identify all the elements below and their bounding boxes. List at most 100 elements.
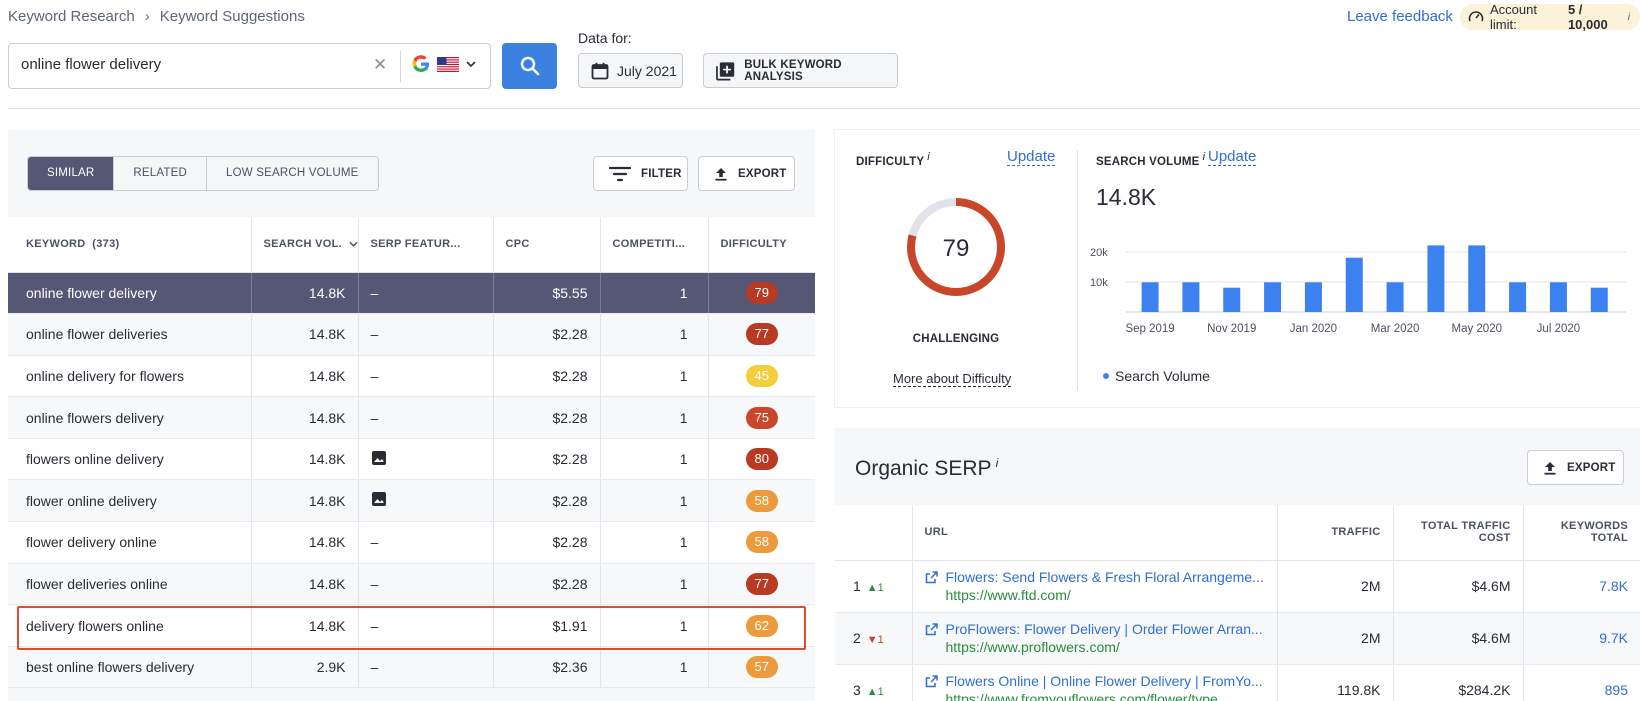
keyword-cell[interactable]: online flower deliveries bbox=[8, 313, 252, 356]
difficulty-update-link[interactable]: Update bbox=[1007, 148, 1056, 166]
keyword-cell[interactable]: flowers online delivery bbox=[8, 438, 252, 481]
competition-cell: 1 bbox=[600, 604, 709, 647]
traffic-cell: 119.8K bbox=[1277, 664, 1394, 701]
table-row[interactable]: flower delivery online 14.8K – $2.28 1 58 bbox=[8, 521, 815, 564]
chart-bar bbox=[1345, 257, 1363, 312]
bulk-keyword-analysis-button[interactable]: BULK KEYWORD ANALYSIS bbox=[703, 53, 898, 88]
difficulty-cell: 75 bbox=[708, 396, 815, 439]
tab-low-search-volume[interactable]: LOW SEARCH VOLUME bbox=[226, 167, 359, 179]
keyword-cell[interactable]: online flower delivery bbox=[8, 272, 252, 315]
engine-selector[interactable] bbox=[412, 55, 476, 73]
keyword-cell[interactable]: best online flowers delivery bbox=[8, 646, 252, 689]
competition-cell: 1 bbox=[600, 563, 709, 606]
serp-features-value: – bbox=[370, 367, 379, 384]
x-tick-label: Nov 2019 bbox=[1207, 323, 1256, 335]
table-row[interactable]: online delivery for flowers 14.8K – $2.28 1 4… bbox=[8, 355, 815, 398]
table-row[interactable]: 3 ▲1 Flowers Online | Online Flower Delive… bbox=[835, 664, 1640, 701]
account-limit-info-icon[interactable]: i bbox=[1627, 11, 1630, 23]
image-icon bbox=[371, 450, 387, 469]
table-row[interactable]: flowers online delivery 14.8K $2.28 1 80 bbox=[8, 438, 815, 481]
export-button[interactable]: EXPORT bbox=[698, 156, 795, 191]
keyword-cell[interactable]: flower delivery online bbox=[8, 521, 252, 564]
gauge-fill bbox=[907, 198, 1005, 296]
table-row[interactable]: online flower delivery 14.8K – $5.55 1 79 bbox=[8, 272, 815, 315]
chart-bar bbox=[1304, 282, 1322, 312]
search-volume-cell: 14.8K bbox=[251, 355, 359, 398]
difficulty-cell: 79 bbox=[708, 272, 815, 315]
keyword-cell[interactable]: flower deliveries online bbox=[8, 563, 252, 606]
keywords-total-cell[interactable]: 9.7K bbox=[1523, 612, 1640, 665]
cpc-cell: $2.28 bbox=[493, 313, 601, 356]
serp-features-value: – bbox=[370, 659, 379, 676]
column-header-search-volume[interactable]: SEARCH VOL. bbox=[251, 217, 359, 273]
chart-bar bbox=[1549, 282, 1567, 312]
search-volume-value: 14.8K bbox=[1096, 184, 1157, 210]
search-button[interactable] bbox=[502, 43, 557, 89]
search-icon bbox=[520, 56, 539, 76]
breadcrumb-item-keyword-research[interactable]: Keyword Research bbox=[8, 8, 135, 25]
column-header-url[interactable]: URL bbox=[912, 505, 1278, 561]
table-row[interactable]: flower deliveries online 14.8K – $2.28 1 77 bbox=[8, 563, 815, 606]
chart-bar bbox=[1509, 282, 1527, 312]
column-header-competition[interactable]: COMPETITI... bbox=[600, 217, 709, 273]
serp-result-title[interactable]: Flowers: Send Flowers & Fresh Floral Arr… bbox=[945, 569, 1264, 585]
tab-related[interactable]: RELATED bbox=[114, 157, 208, 190]
date-picker-button[interactable]: July 2021 bbox=[578, 53, 683, 88]
table-row[interactable]: flower online delivery 14.8K $2.28 1 58 bbox=[8, 479, 815, 523]
search-input[interactable] bbox=[21, 56, 361, 73]
serp-result-url[interactable]: https://www.proflowers.com/ bbox=[945, 639, 1120, 655]
table-row[interactable]: 1 ▲1 Flowers: Send Flowers & Fresh Floral … bbox=[835, 560, 1640, 613]
overview-divider bbox=[1077, 150, 1078, 390]
chart-bar bbox=[1264, 282, 1282, 312]
column-header-total-traffic-cost[interactable]: TOTAL TRAFFIC COST bbox=[1393, 505, 1524, 561]
external-link-icon[interactable] bbox=[925, 675, 938, 691]
filter-button[interactable]: FILTER bbox=[593, 156, 688, 191]
table-row[interactable]: online flower deliveries 14.8K – $2.28 1 77 bbox=[8, 313, 815, 356]
leave-feedback-link[interactable]: Leave feedback bbox=[1347, 8, 1453, 25]
table-row[interactable]: online flowers delivery 14.8K – $2.28 1 75 bbox=[8, 396, 815, 439]
serp-result-title[interactable]: ProFlowers: Flower Delivery | Order Flow… bbox=[945, 621, 1263, 637]
tab-similar[interactable]: SIMILAR bbox=[28, 157, 115, 190]
keyword-cell[interactable]: delivery flowers online bbox=[8, 604, 252, 647]
serp-info-icon[interactable]: i bbox=[995, 456, 999, 470]
column-header-traffic[interactable]: TRAFFIC bbox=[1277, 505, 1394, 561]
serp-result-url[interactable]: https://www.ftd.com/ bbox=[945, 587, 1071, 603]
search-volume-update-link[interactable]: Update bbox=[1208, 148, 1257, 166]
difficulty-badge: 77 bbox=[745, 572, 778, 595]
column-header-difficulty[interactable]: DIFFICULTY bbox=[708, 217, 815, 273]
serp-table-header: URL TRAFFIC TOTAL TRAFFIC COST KEYWORDS … bbox=[835, 505, 1640, 561]
breadcrumb-separator: › bbox=[144, 8, 150, 25]
keyword-cell[interactable]: online delivery for flowers bbox=[8, 355, 252, 398]
difficulty-badge: 58 bbox=[745, 489, 778, 512]
search-volume-cell: 14.8K bbox=[251, 438, 359, 481]
serp-features-value: – bbox=[370, 534, 379, 551]
position-value: 3 bbox=[853, 682, 861, 698]
difficulty-info-icon[interactable]: i bbox=[927, 151, 930, 163]
table-row[interactable]: best online flowers delivery 2.9K – $2.36 1 5… bbox=[8, 646, 815, 689]
cpc-cell: $2.28 bbox=[493, 396, 601, 439]
column-header-cpc[interactable]: CPC bbox=[493, 217, 601, 273]
url-cell: Flowers: Send Flowers & Fresh Floral Arr… bbox=[912, 560, 1278, 613]
search-volume-info-icon[interactable]: i bbox=[1202, 151, 1206, 163]
table-row[interactable]: delivery flowers online 14.8K – $1.91 1 62 bbox=[8, 604, 815, 647]
external-link-icon[interactable] bbox=[925, 571, 938, 587]
chart-bar bbox=[1223, 287, 1241, 312]
serp-result-title[interactable]: Flowers Online | Online Flower Delivery … bbox=[945, 673, 1263, 689]
column-header-serp-features[interactable]: SERP FEATUR... bbox=[358, 217, 494, 273]
table-row[interactable]: 2 ▼1 ProFlowers: Flower Delivery | Order F… bbox=[835, 612, 1640, 665]
external-link-icon[interactable] bbox=[925, 623, 938, 639]
competition-cell: 1 bbox=[600, 272, 709, 315]
export-label: EXPORT bbox=[738, 167, 787, 180]
account-limit-label: Account limit: bbox=[1490, 2, 1537, 32]
keywords-total-cell[interactable]: 895 bbox=[1523, 664, 1640, 701]
close-icon[interactable]: ✕ bbox=[373, 55, 388, 74]
column-header-keyword[interactable]: KEYWORD (373) bbox=[8, 217, 252, 273]
column-header-keywords-total[interactable]: KEYWORDS TOTAL bbox=[1523, 505, 1640, 561]
keyword-cell[interactable]: online flowers delivery bbox=[8, 396, 252, 439]
cpc-cell: $2.28 bbox=[493, 355, 601, 398]
keywords-total-cell[interactable]: 7.8K bbox=[1523, 560, 1640, 613]
keyword-cell[interactable]: flower online delivery bbox=[8, 479, 252, 523]
more-about-difficulty-link[interactable]: More about Difficulty bbox=[893, 371, 1012, 387]
serp-export-button[interactable]: EXPORT bbox=[1527, 450, 1624, 485]
serp-result-url[interactable]: https://www.fromyouflowers.com/flower/ty… bbox=[945, 691, 1230, 701]
